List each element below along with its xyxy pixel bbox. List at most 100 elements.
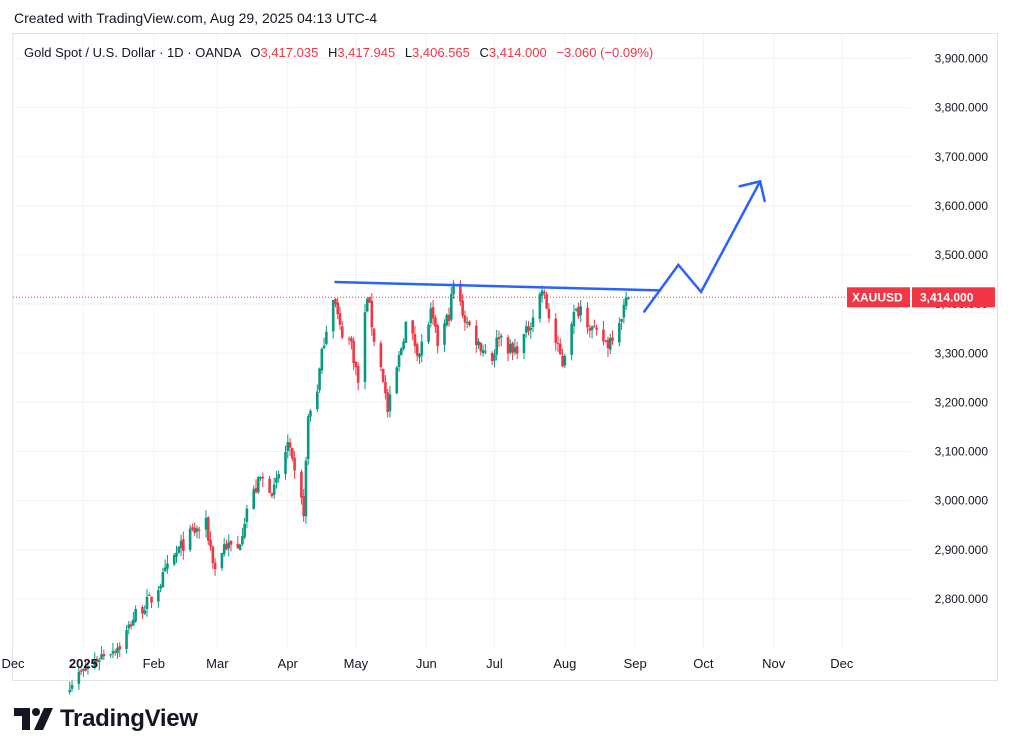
y-tick-label: 2,900.000 — [935, 543, 989, 557]
candle-body — [381, 368, 385, 382]
candle-body — [563, 355, 567, 366]
candle-body — [465, 321, 469, 324]
candle-body — [415, 344, 419, 356]
candle-body — [172, 554, 176, 565]
candlestick-series — [68, 280, 630, 695]
candle-body — [306, 416, 310, 460]
candle-body — [315, 391, 319, 410]
candle-body — [147, 594, 151, 596]
candle-body — [429, 308, 433, 324]
candle-body — [352, 340, 355, 364]
candle-body — [447, 314, 451, 322]
candle-body — [493, 354, 496, 361]
y-tick-label: 3,500.000 — [935, 248, 989, 262]
candle-body — [624, 297, 628, 306]
candle-body — [109, 654, 112, 656]
candle-body — [595, 327, 598, 330]
candle-body — [384, 381, 387, 394]
candle-body — [182, 539, 185, 551]
candle-body — [111, 650, 115, 654]
candle-body — [227, 542, 231, 549]
candle-body — [481, 350, 485, 354]
candle-body — [356, 366, 360, 383]
candle-body — [479, 342, 483, 352]
candle-body — [608, 337, 612, 350]
candle-body — [188, 528, 192, 550]
candle-body — [159, 585, 162, 589]
candle-body — [443, 323, 446, 345]
resistance-line — [334, 280, 662, 292]
candle-body — [113, 651, 117, 653]
candle-body — [588, 328, 592, 331]
candle-body — [461, 300, 464, 316]
candle-body — [531, 317, 535, 328]
candle-body — [241, 536, 244, 545]
candle-body — [177, 546, 181, 553]
candle-body — [515, 346, 519, 354]
tradingview-logo-icon — [14, 708, 53, 730]
legend-symbol[interactable]: Gold Spot / U.S. Dollar · 1D · OANDA — [24, 45, 241, 60]
candle-body — [209, 539, 212, 547]
candle-body — [70, 684, 74, 689]
candle-body — [506, 337, 510, 354]
candle-body — [538, 293, 542, 319]
legend-open-label: O — [250, 45, 261, 60]
candle-body — [163, 567, 167, 572]
candle-body — [336, 302, 340, 315]
candle-body — [499, 335, 503, 338]
price-tag-value-bg — [912, 287, 995, 308]
candle-body — [365, 298, 369, 312]
candle-body — [320, 348, 324, 371]
candle-body — [82, 668, 85, 671]
candle-body — [404, 321, 408, 343]
candle-body — [286, 442, 290, 452]
candle-body — [604, 340, 608, 342]
candle-body — [350, 338, 353, 342]
candle-body — [556, 342, 560, 344]
candle-body — [388, 394, 392, 412]
candle-body — [331, 299, 335, 332]
candle-body — [511, 343, 514, 353]
candle-body — [220, 553, 224, 569]
candle-body — [100, 654, 103, 660]
candle-body — [206, 517, 210, 541]
candle-body — [277, 474, 280, 479]
x-tick-label: May — [344, 656, 369, 671]
candle-body — [86, 667, 90, 669]
candle-body — [129, 624, 133, 627]
candle-body — [222, 544, 226, 555]
candle-body — [143, 610, 147, 614]
candle-body — [302, 496, 305, 517]
candle-body — [334, 298, 337, 305]
legend-close-value: 3,414.000 — [488, 45, 547, 60]
candle-body — [134, 608, 137, 622]
candle-body — [268, 478, 271, 493]
candle-body — [497, 337, 501, 340]
price-chart[interactable]: 2,800.000 2,900.000 3,000.000 3,100.000 3,20… — [0, 0, 1011, 700]
candle-body — [127, 624, 131, 629]
candle-body — [254, 488, 258, 493]
candle-body — [593, 326, 596, 328]
x-tick-label: Jun — [416, 656, 437, 671]
price-tag-symbol-bg — [847, 287, 910, 308]
x-tick-label: Oct — [693, 656, 714, 671]
drawing-layer — [334, 179, 766, 313]
y-tick-label: 3,200.000 — [935, 395, 989, 409]
candle-body — [620, 318, 623, 322]
candle-body — [340, 326, 344, 338]
candle-body — [275, 477, 278, 483]
candle-body — [304, 460, 308, 517]
candle-body — [611, 337, 614, 341]
candle-body — [590, 326, 594, 331]
y-tick-label: 3,900.000 — [935, 52, 989, 66]
legend-close-label: C — [479, 45, 489, 60]
candle-body — [618, 323, 621, 343]
tradingview-logo[interactable]: TradingView — [14, 704, 198, 734]
x-tick-label: Nov — [762, 656, 786, 671]
candle-body — [102, 653, 106, 657]
candle-body — [395, 367, 399, 394]
candle-body — [627, 297, 630, 300]
x-tick-label: Mar — [206, 656, 229, 671]
candle-body — [602, 329, 605, 342]
candle-body — [288, 442, 292, 448]
